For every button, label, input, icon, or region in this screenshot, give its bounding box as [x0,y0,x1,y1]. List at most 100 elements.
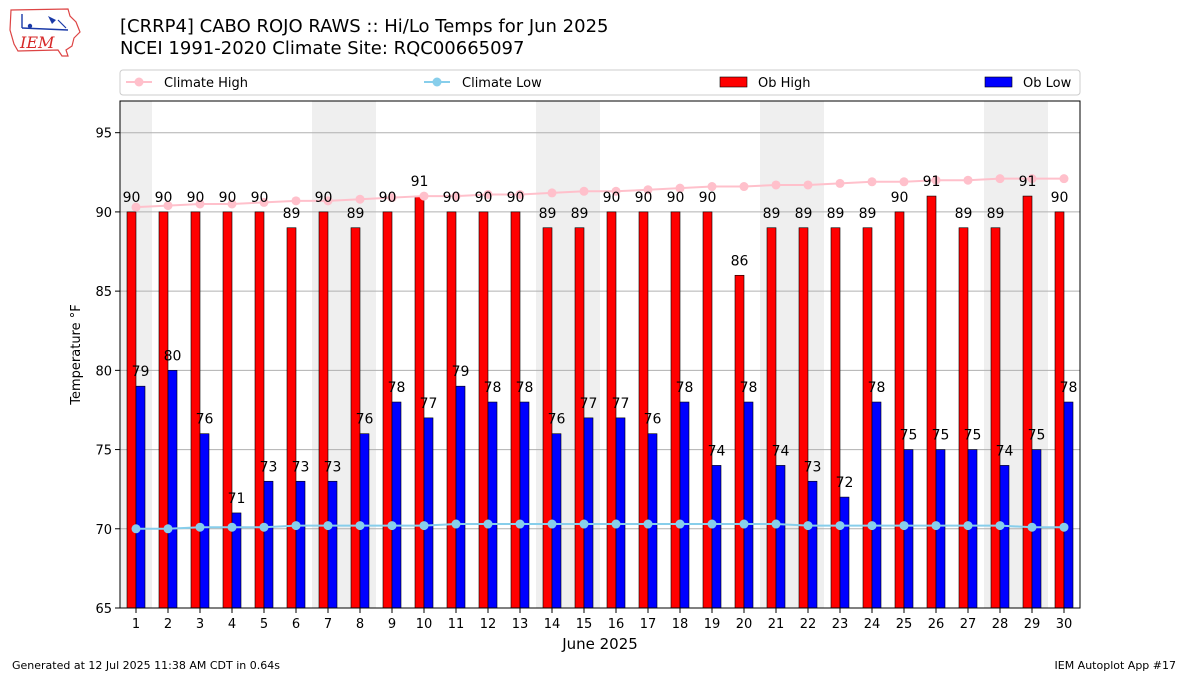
climate-low-point [707,519,717,529]
ob-high-bar [158,211,169,609]
legend-climate-high-marker [134,77,144,87]
ob-high-bar [318,211,329,609]
legend-ob-low-swatch [984,76,1013,88]
ob-low-label: 73 [324,459,342,475]
ob-high-bar [446,211,457,609]
ob-high-label: 89 [283,206,301,222]
ob-high-label: 91 [923,174,941,190]
climate-high-point [355,194,365,204]
ob-high-bar [798,227,809,609]
ob-low-label: 75 [900,428,918,444]
ob-low-label: 78 [868,380,886,396]
x-tick-label: 22 [800,617,817,632]
ob-low-bar [583,417,594,609]
climate-low-point [611,519,621,529]
ob-low-bar [455,385,466,609]
ob-high-bar [926,195,937,609]
generated-note: Generated at 12 Jul 2025 11:38 AM CDT in… [12,659,280,672]
ob-high-bar [734,274,745,609]
ob-high-bar [190,211,201,609]
y-tick-label: 70 [95,523,112,538]
ob-high-label: 90 [443,190,461,206]
ob-low-bar [263,480,274,609]
ob-high-bar [638,211,649,609]
climate-high-point [259,197,269,207]
ob-low-label: 78 [388,380,406,396]
y-tick-label: 75 [95,444,112,459]
climate-high-point [547,188,557,198]
ob-high-bar [126,211,137,609]
climate-high-point [451,191,461,201]
ob-low-label: 78 [1060,380,1078,396]
x-tick-label: 28 [992,617,1009,632]
ob-low-bar [615,417,626,609]
ob-low-label: 74 [772,443,790,459]
climate-low-point [675,519,685,529]
y-axis-label: Temperature °F [69,304,84,405]
ob-high-label: 86 [731,253,749,269]
ob-high-label: 89 [859,206,877,222]
y-tick-label: 65 [95,602,112,617]
climate-low-point [163,524,173,534]
climate-low-point [643,519,653,529]
climate-high-point [611,186,621,196]
x-tick-label: 25 [896,617,913,632]
ob-low-bar [999,465,1010,609]
ob-low-bar [295,480,306,609]
ob-high-bar [222,211,233,609]
ob-low-label: 78 [676,380,694,396]
x-tick-label: 6 [292,617,300,632]
climate-high-point [163,201,173,211]
climate-low-line [136,523,1064,530]
ob-low-bar [199,433,210,609]
ob-high-label: 89 [347,206,365,222]
climate-low-point [995,521,1005,531]
ob-low-bar [839,496,850,609]
ob-high-label: 90 [315,190,333,206]
x-tick-label: 29 [1024,617,1041,632]
iem-logo: IEM [9,8,81,57]
ob-low-label: 76 [356,412,374,428]
ob-high-label: 90 [667,190,685,206]
ob-high-label: 90 [475,190,493,206]
x-tick-label: 18 [672,617,689,632]
x-tick-label: 15 [576,617,593,632]
legend-climate-high-label: Climate High [164,76,248,91]
x-tick-label: 3 [196,617,204,632]
y-tick-label: 90 [95,206,112,221]
ob-high-label: 89 [763,206,781,222]
climate-low-point [323,521,333,531]
ob-low-label: 75 [964,428,982,444]
ob-low-bar [807,480,818,609]
climate-low-point [1027,522,1037,532]
ob-high-bar [254,211,265,609]
ob-high-label: 90 [155,190,173,206]
ob-high-bar [670,211,681,609]
x-tick-label: 11 [448,617,465,632]
ob-high-label: 90 [635,190,653,206]
x-tick-label: 7 [324,617,332,632]
climate-high-point [515,189,525,199]
ob-high-bar [702,211,713,609]
ob-high-label: 90 [379,190,397,206]
ob-high-bar [862,227,873,609]
x-tick-label: 12 [480,617,497,632]
ob-low-label: 76 [644,412,662,428]
ob-low-bar [743,401,754,609]
ob-high-label: 90 [507,190,525,206]
ob-high-label: 89 [827,206,845,222]
ob-low-bar [679,401,690,609]
x-tick-label: 8 [356,617,364,632]
climate-low-point [291,521,301,531]
climate-low-point [387,521,397,531]
ob-low-bar [423,417,434,609]
x-tick-label: 16 [608,617,625,632]
climate-high-point [483,189,493,199]
x-tick-label: 23 [832,617,849,632]
y-tick-label: 80 [95,364,112,379]
ob-low-bar [1063,401,1074,609]
climate-high-point [931,175,941,185]
climate-high-point [675,183,685,193]
ob-low-label: 77 [420,396,438,412]
ob-low-bar [487,401,498,609]
